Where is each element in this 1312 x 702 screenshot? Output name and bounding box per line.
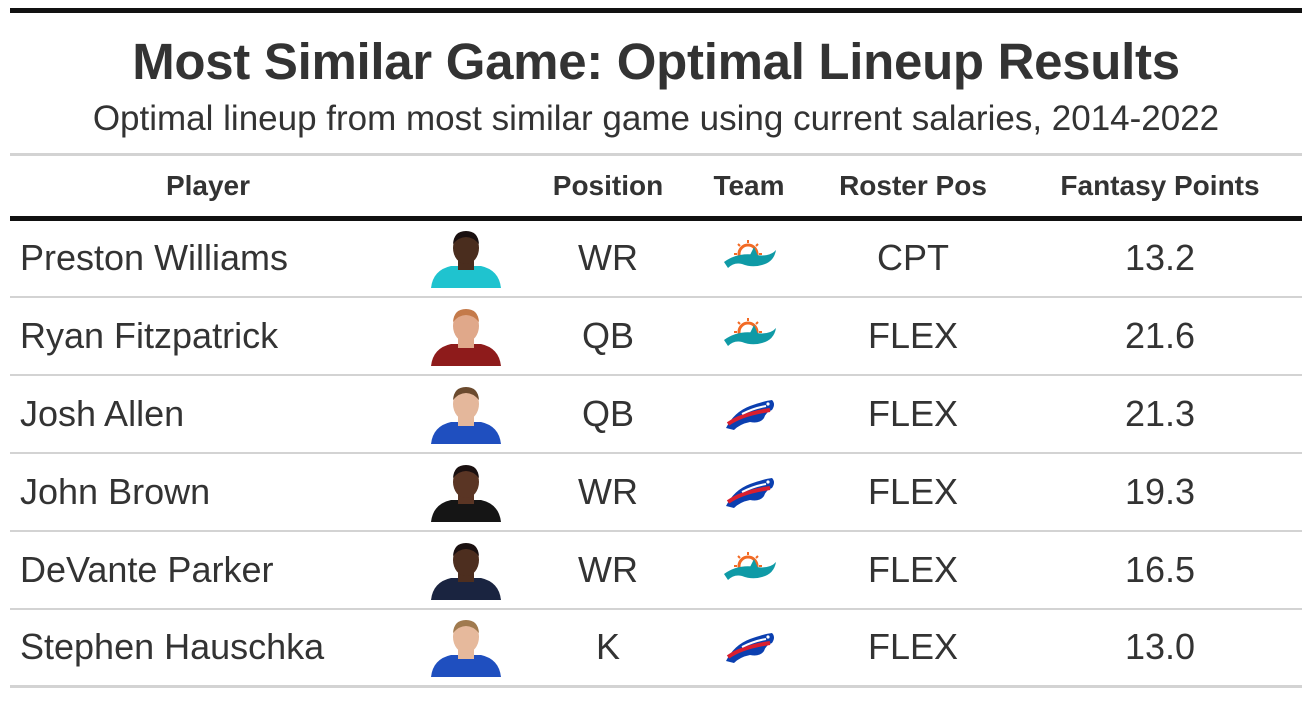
fantasy-points-cell: 13.2	[1124, 237, 1196, 279]
player-name: Stephen Hauschka	[20, 626, 325, 668]
player-name: Josh Allen	[20, 392, 185, 434]
headshot-cell	[406, 297, 526, 375]
col-header-position: Position	[552, 170, 664, 201]
position-cell: K	[595, 626, 620, 668]
table-container: Most Similar Game: Optimal Lineup Result…	[10, 8, 1302, 688]
player-headshot-icon	[431, 542, 501, 600]
col-header-roster-pos: Roster Pos	[839, 170, 987, 201]
position-cell: WR	[578, 548, 638, 590]
team-cell	[690, 531, 808, 609]
player-name: Ryan Fitzpatrick	[20, 314, 279, 356]
bills-logo-icon	[726, 477, 774, 508]
headshot-cell	[406, 375, 526, 453]
fantasy-points-cell: 19.3	[1124, 470, 1196, 512]
position-cell: WR	[578, 470, 638, 512]
team-cell	[690, 609, 808, 687]
player-headshot-icon	[431, 464, 501, 522]
player-headshot-icon	[431, 386, 501, 444]
col-header-player: Player	[165, 170, 251, 201]
table-row: Josh Allen QB FLEX 21.3	[10, 375, 1302, 453]
roster-pos-cell: FLEX	[867, 626, 959, 668]
top-rule	[10, 8, 1302, 13]
subtitle-divider	[10, 153, 1302, 156]
bills-logo-icon	[726, 399, 774, 430]
team-cell	[690, 219, 808, 297]
header-row: Player Position Team Roster Pos Fantasy …	[10, 156, 1302, 219]
table-row: Preston Williams WR CPT 13.2	[10, 219, 1302, 297]
fantasy-points-cell: 16.5	[1124, 548, 1196, 590]
player-headshot-icon	[431, 308, 501, 366]
headshot-cell	[406, 219, 526, 297]
roster-pos-cell: FLEX	[867, 548, 959, 590]
headshot-cell	[406, 531, 526, 609]
player-headshot-icon	[431, 620, 501, 678]
roster-pos-cell: CPT	[877, 237, 949, 279]
col-header-headshot	[406, 156, 526, 219]
team-cell	[690, 297, 808, 375]
dolphins-logo-icon	[724, 317, 776, 346]
fantasy-points-cell: 13.0	[1124, 626, 1196, 668]
table-row: Ryan Fitzpatrick QB FLEX 21.6	[10, 297, 1302, 375]
dolphins-logo-icon	[724, 240, 776, 269]
headshot-cell	[406, 453, 526, 531]
fantasy-points-cell: 21.3	[1124, 392, 1196, 434]
headshot-cell	[406, 609, 526, 687]
position-cell: WR	[578, 237, 638, 279]
position-cell: QB	[581, 314, 634, 356]
fantasy-points-cell: 21.6	[1124, 314, 1196, 356]
lineup-table: Player Position Team Roster Pos Fantasy …	[10, 156, 1302, 688]
player-name: Preston Williams	[20, 237, 289, 279]
roster-pos-cell: FLEX	[867, 314, 959, 356]
table-row: DeVante Parker WR FLEX 16.5	[10, 531, 1302, 609]
team-cell	[690, 453, 808, 531]
player-name: DeVante Parker	[20, 548, 274, 590]
dolphins-logo-icon	[724, 551, 776, 580]
player-name: John Brown	[20, 470, 211, 512]
bills-logo-icon	[726, 633, 774, 664]
position-cell: QB	[581, 392, 634, 434]
col-header-team: Team	[713, 170, 785, 201]
table-row: Stephen Hauschka K FLEX 13.0	[10, 609, 1302, 687]
team-cell	[690, 375, 808, 453]
table-title: Most Similar Game: Optimal Lineup Result…	[132, 33, 1180, 90]
roster-pos-cell: FLEX	[867, 470, 959, 512]
table-row: John Brown WR FLEX 19.3	[10, 453, 1302, 531]
table-subtitle: Optimal lineup from most similar game us…	[92, 99, 1220, 138]
roster-pos-cell: FLEX	[867, 392, 959, 434]
player-headshot-icon	[431, 231, 501, 289]
col-header-fantasy-points: Fantasy Points	[1060, 170, 1260, 201]
